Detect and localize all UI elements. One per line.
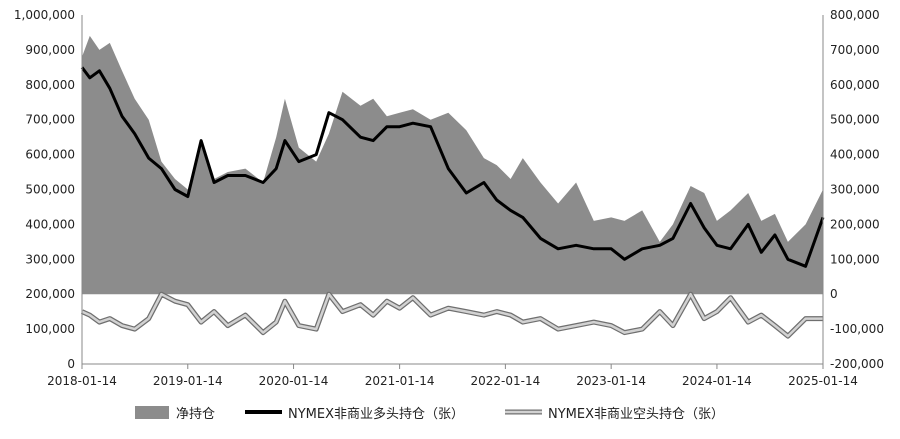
axes: 0 100,000 200,000 300,000 400,000 500,000 600,… [14,8,884,388]
legend-item-long: NYMEX非商业多头持仓（张） [245,406,464,422]
y-right-tick-label: 800,000 [830,8,880,22]
legend-label-long: NYMEX非商业多头持仓（张） [288,406,464,422]
x-tick-label: 2024-01-14 [682,374,752,388]
y-left-tick-label: 900,000 [25,43,75,57]
y-left-tick-label: 300,000 [25,252,75,266]
y-right-tick-label: 700,000 [830,43,880,57]
plot-area [80,35,825,339]
long-position-line [80,66,825,268]
y-right-tick-label: 200,000 [830,217,880,231]
y-left-tick-label: 700,000 [25,113,75,127]
y-left-tick-label: 800,000 [25,78,75,92]
legend: 净持仓 NYMEX非商业多头持仓（张） NYMEX非商业空头持仓（张） [135,406,724,422]
short-position-line [81,292,823,338]
y-left-tick-label: 600,000 [25,148,75,162]
y-right-tick-label: 0 [830,287,838,301]
x-tick-label: 2025-01-14 [788,374,858,388]
x-tick-label: 2018-01-14 [47,374,117,388]
y-left-tick-label: 0 [67,357,75,371]
x-tick-label: 2023-01-14 [576,374,646,388]
legend-swatch-net [135,406,169,419]
x-tick-label: 2022-01-14 [471,374,541,388]
y-left-tick-label: 400,000 [25,217,75,231]
y-left-tick-label: 500,000 [25,183,75,197]
y-right-tick-label: -200,000 [830,357,884,371]
net-position-area [82,35,823,295]
y-right-tick-label: 300,000 [830,183,880,197]
y-right-tick-label: 600,000 [830,78,880,92]
legend-label-net: 净持仓 [176,407,215,422]
y-left-tick-label: 200,000 [25,287,75,301]
x-tick-label: 2020-01-14 [259,374,329,388]
y-right-tick-label: 400,000 [830,148,880,162]
x-tick-label: 2019-01-14 [153,374,223,388]
y-left-tick-label: 1,000,000 [14,8,75,22]
legend-item-short: NYMEX非商业空头持仓（张） [505,407,724,422]
y-right-tick-label: 500,000 [830,113,880,127]
y-left-tick-label: 100,000 [25,322,75,336]
y-right-tick-label: 100,000 [830,252,880,266]
y-right-tick-label: -100,000 [830,322,884,336]
x-tick-label: 2021-01-14 [365,374,435,388]
legend-label-short: NYMEX非商业空头持仓（张） [548,407,724,422]
legend-item-net: 净持仓 [135,406,215,422]
